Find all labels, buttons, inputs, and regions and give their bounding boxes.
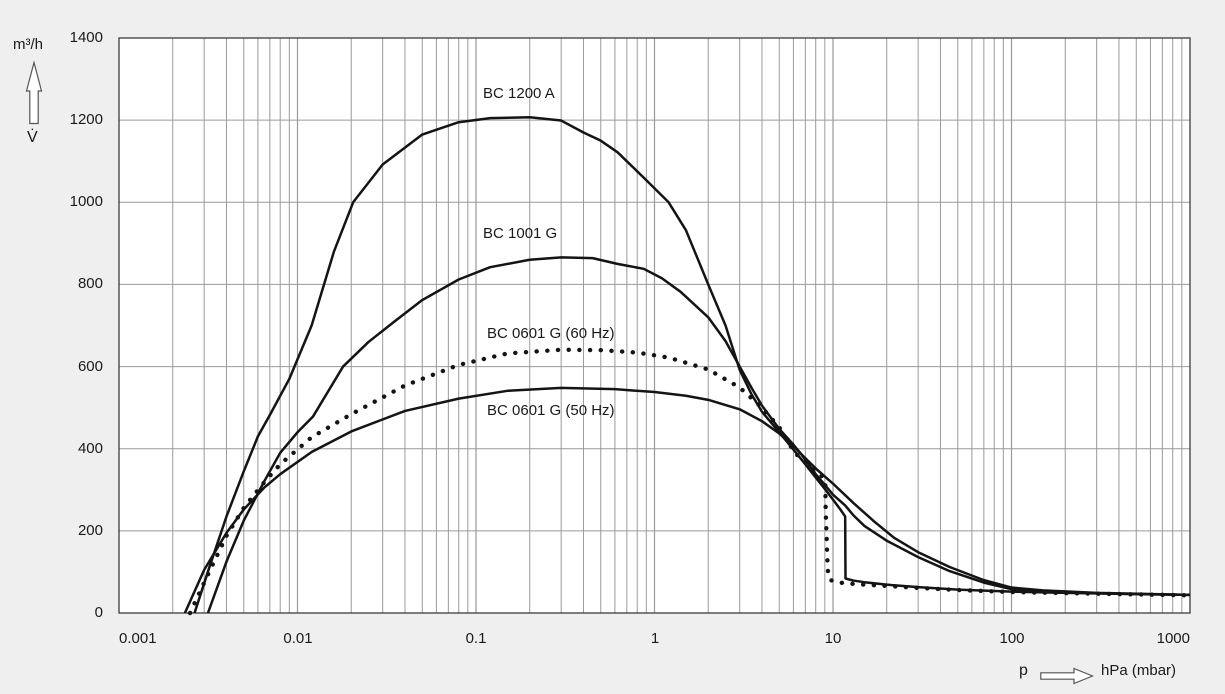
x-tick-label: 100 [999, 630, 1025, 647]
y-axis-up-arrow-icon [25, 61, 43, 125]
x-tick-label: 10 [824, 630, 842, 647]
curve-bc-0601-g-50-hz- [183, 386, 1191, 614]
x-axis-right-arrow-icon [1040, 667, 1094, 685]
series-label-bc-1001-g: BC 1001 G [483, 225, 558, 242]
x-axis-unit-label: hPa (mbar) [1101, 662, 1177, 679]
curve-bc-0601-g-60-hz- [187, 347, 1193, 616]
y-tick-label: 1200 [69, 111, 103, 128]
y-axis-unit-label: m³/h [13, 36, 43, 53]
x-axis-quantity-symbol: p [1019, 662, 1028, 679]
plot-border [118, 37, 1191, 614]
series-label-bc-0601-g-60-hz-: BC 0601 G (60 Hz) [487, 325, 615, 342]
x-tick-label: 1 [650, 630, 660, 647]
y-tick-label: 800 [77, 275, 103, 292]
y-tick-label: 1000 [69, 193, 103, 210]
x-tick-label: 1000 [1156, 630, 1190, 647]
x-tick-label: 0.1 [465, 630, 487, 647]
series-label-bc-1200-a: BC 1200 A [483, 85, 555, 102]
y-tick-label: 200 [77, 522, 103, 539]
y-tick-label: 1400 [69, 29, 103, 46]
y-axis-quantity-symbol: V̇ [27, 129, 38, 146]
y-tick-label: 0 [94, 604, 103, 621]
curve-bc-1200-a [193, 116, 1191, 614]
y-tick-label: 600 [77, 358, 103, 375]
y-tick-label: 400 [77, 440, 103, 457]
curve-bc-1001-g [206, 256, 1191, 614]
x-tick-label: 0.01 [283, 630, 313, 647]
x-tick-label: 0.001 [119, 630, 157, 647]
series-label-bc-0601-g-50-hz-: BC 0601 G (50 Hz) [487, 402, 615, 419]
